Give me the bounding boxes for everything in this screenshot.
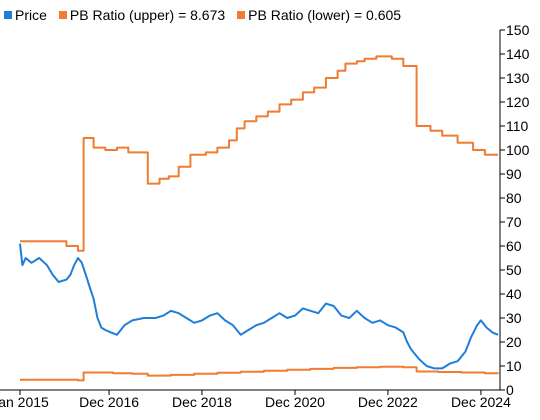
legend-swatch-pb-lower [237, 11, 246, 19]
y-tick-label: 50 [506, 262, 522, 278]
legend-label-pb-upper: PB Ratio (upper) = 8.673 [69, 7, 226, 23]
y-tick-label: 60 [506, 238, 522, 254]
legend-item-pb-lower: PB Ratio (lower) = 0.605 [237, 7, 401, 23]
legend-item-price: Price [4, 7, 47, 23]
legend-label-price: Price [15, 7, 47, 23]
y-tick-label: 110 [506, 118, 529, 134]
y-tick-label: 0 [506, 382, 514, 398]
x-tick-label: Dec 2020 [265, 394, 325, 410]
series-layer [19, 55, 500, 382]
x-tick-label: Jan 2015 [0, 394, 49, 410]
legend-item-pb-upper: PB Ratio (upper) = 8.673 [58, 7, 226, 23]
y-tick-label: 10 [506, 358, 522, 374]
y-tick-label: 120 [506, 94, 530, 110]
y-tick-label: 140 [506, 46, 530, 62]
series-line-pb-upper [20, 55, 499, 252]
y-tick-label: 150 [506, 22, 530, 38]
y-tick-label: 70 [506, 214, 522, 230]
chart-legend: Price PB Ratio (upper) = 8.673 PB Ratio … [0, 6, 413, 24]
y-tick-label: 130 [506, 70, 530, 86]
y-tick-label: 100 [506, 142, 530, 158]
series-line-price [19, 243, 499, 370]
x-tick-label: Dec 2024 [451, 394, 511, 410]
y-tick-label: 40 [506, 286, 522, 302]
x-tick-label: Dec 2018 [172, 394, 232, 410]
axes-layer: 0 10 20 30 40 50 60 70 80 90 100 110 120 130 140 150 Jan… [0, 22, 530, 410]
legend-swatch-pb-upper [58, 11, 67, 19]
y-tick-label: 20 [506, 334, 522, 350]
y-tick-label: 30 [506, 310, 522, 326]
series-line-pb-lower [20, 365, 500, 382]
y-tick-label: 90 [506, 166, 522, 182]
y-tick-label: 80 [506, 190, 522, 206]
x-tick-label: Dec 2016 [79, 394, 139, 410]
legend-swatch-price [4, 11, 12, 19]
x-tick-label: Dec 2022 [358, 394, 418, 410]
legend-label-pb-lower: PB Ratio (lower) = 0.605 [248, 7, 402, 23]
